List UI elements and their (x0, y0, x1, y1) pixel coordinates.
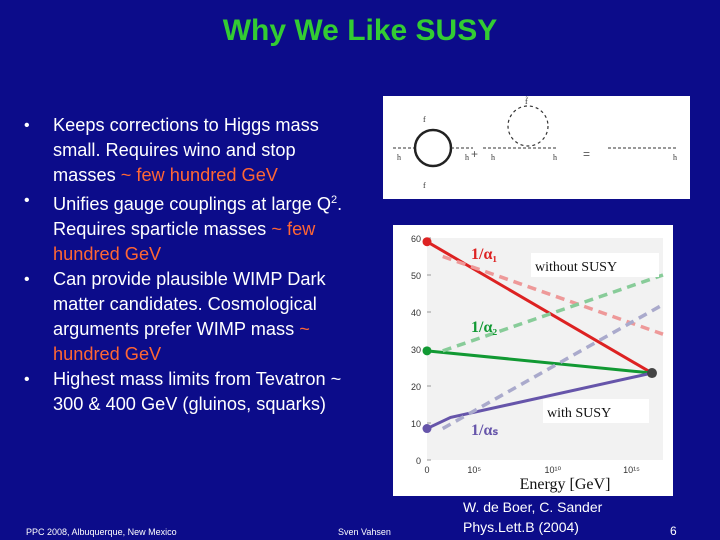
bullet-text: Unifies gauge couplings at large Q (53, 194, 332, 215)
x-tick-label: 10¹⁵ (623, 465, 640, 475)
annotation-without-bg (531, 253, 659, 277)
plus-sign: + (471, 147, 478, 161)
loop-diagram-svg: f f h h + f̃ h h = h (393, 96, 678, 190)
x-axis-label: Energy [GeV] (520, 476, 611, 493)
bullet-highlight: ~ few hundred GeV (120, 165, 278, 185)
y-tick-label: 50 (411, 271, 421, 281)
fermion-loop (413, 128, 453, 168)
citation-authors: W. de Boer, C. Sander (463, 499, 603, 515)
bullet-text: Keeps corrections to Higgs mass small. R… (53, 115, 319, 185)
footer-author: Sven Vahsen (338, 527, 391, 537)
y-tick-label: 60 (411, 234, 421, 244)
series-label-alphas: 1/αₛ (471, 422, 498, 439)
bullet-list: • Keeps corrections to Higgs mass small. … (22, 113, 362, 417)
annotation-with-susy: with SUSY (547, 406, 611, 421)
series-label-alpha1: 1/α₁ (471, 246, 497, 263)
series-line-alpha2_sm (442, 273, 664, 353)
coupling-unification-chart: 0 10 20 30 40 50 60 0 10⁵ 10¹⁰ 10¹⁵ 1/α₁ 1/α₂ 1/α… (393, 225, 673, 496)
bullet-superscript: 2 (331, 194, 338, 206)
equals-sign: = (583, 147, 590, 161)
citation: W. de Boer, C. Sander Phys.Lett.B (2004) (463, 497, 602, 537)
y-tick-label: 10 (411, 419, 421, 429)
series-start-point-alpha2_susy (422, 346, 432, 356)
footer-conference: PPC 2008, Albuquerque, New Mexico (26, 527, 177, 537)
slide-title: Why We Like SUSY (222, 14, 498, 47)
citation-journal: Phys.Lett.B (2004) (463, 519, 579, 535)
page-number: 6 (670, 524, 677, 538)
label-h3: h (491, 153, 495, 162)
x-tick-label: 10¹⁰ (545, 465, 562, 475)
bullet-item: • Unifies gauge couplings at large Q2. Re… (22, 188, 362, 267)
label-f-bottom: f (423, 181, 426, 190)
chart-svg: 0 10 20 30 40 50 60 0 10⁵ 10¹⁰ 10¹⁵ 1/α₁ 1/α₂ 1/α… (411, 234, 664, 493)
scalar-loop (507, 105, 549, 147)
label-h5: h (673, 153, 677, 162)
series-line-alpha1_sm (442, 254, 664, 336)
bullet-dot: • (24, 192, 30, 209)
bullet-item: • Can provide plausible WIMP Dark matter … (22, 267, 362, 367)
series-start-point-alphas_susy (422, 424, 432, 434)
bullet-highlight: ~ hundred GeV (53, 319, 310, 365)
series-label-alpha2: 1/α₂ (471, 319, 497, 336)
series-lines (422, 237, 664, 434)
series-line-alphas_sm (441, 303, 664, 431)
annotation-without-susy: without SUSY (535, 260, 617, 275)
y-tick-label: 40 (411, 308, 421, 318)
series-start-point-alpha1_susy (422, 237, 432, 247)
series-line-alphas_susy (426, 371, 653, 430)
label-h1: h (397, 153, 401, 162)
label-h4: h (553, 153, 557, 162)
y-tick-label: 20 (411, 382, 421, 392)
bullet-text: Highest mass limits from Tevatron ~ 300 … (53, 369, 342, 415)
label-stop: f̃ (525, 96, 529, 106)
x-tick-label: 0 (424, 465, 429, 475)
bullet-dot: • (24, 117, 30, 134)
bullet-dot: • (24, 271, 30, 289)
series-line-alpha2_susy (426, 349, 653, 375)
bullet-highlight: ~ few hundred GeV (53, 219, 316, 265)
bullet-dot: • (24, 371, 30, 389)
x-tick-label: 10⁵ (467, 465, 481, 475)
label-f-top: f (423, 115, 426, 124)
y-tick-label: 0 (416, 456, 421, 466)
bullet-item: • Keeps corrections to Higgs mass small. … (22, 113, 362, 188)
y-tick-label: 30 (411, 345, 421, 355)
bullet-text: Can provide plausible WIMP Dark matter c… (53, 269, 326, 340)
bullet-item: • Highest mass limits from Tevatron ~ 300… (22, 367, 362, 417)
bullet-text-cont: . Requires sparticle masses (53, 194, 343, 240)
convergence-point (646, 368, 657, 379)
label-h2: h (465, 153, 469, 162)
x-axis: 0 10⁵ 10¹⁰ 10¹⁵ (424, 465, 640, 475)
annotation-with-bg (543, 399, 649, 423)
higgs-loop-diagram: f f h h + f̃ h h = h (383, 96, 690, 199)
